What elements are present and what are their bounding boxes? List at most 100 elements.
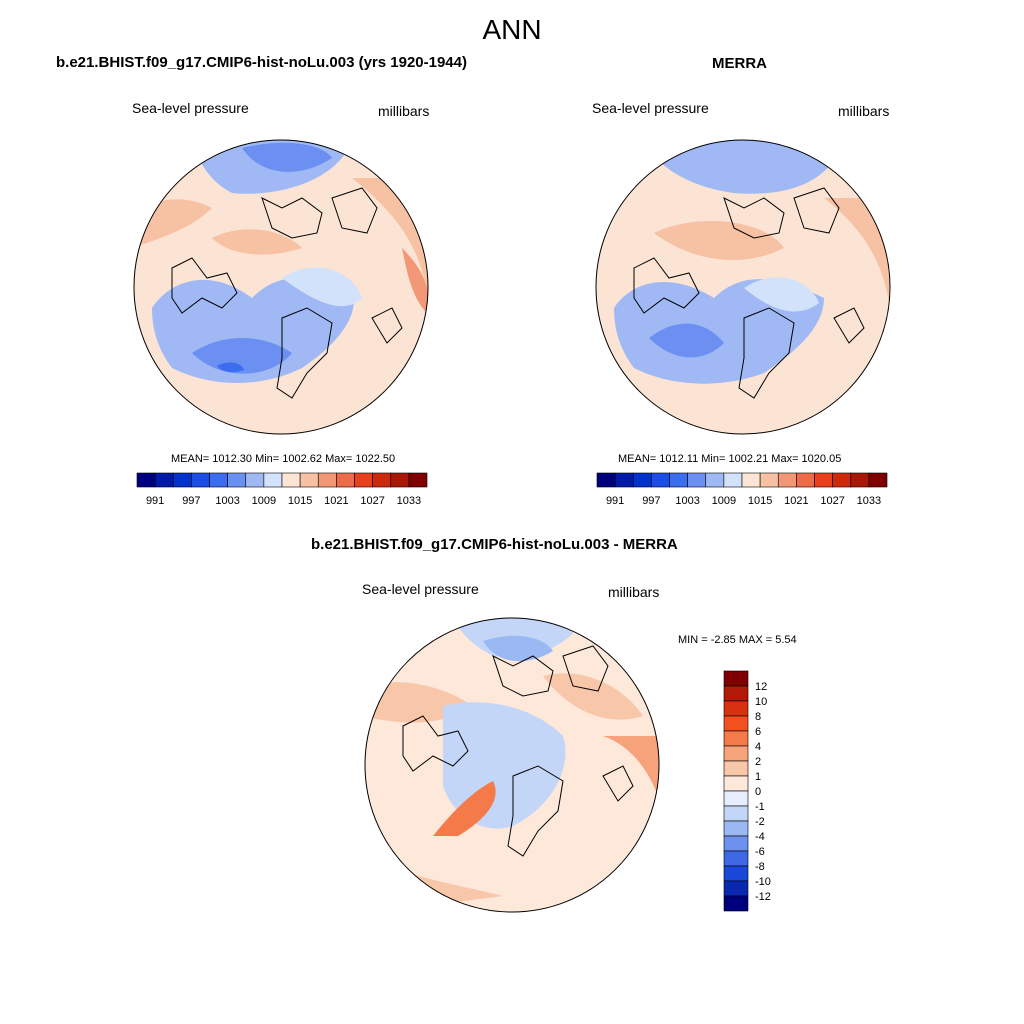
difference-field — [543, 673, 643, 720]
colorbar-tick-label: -2 — [755, 816, 765, 828]
panel2-colorbar: 991 997 1003 1009 1015 1021 1027 1033 — [596, 472, 888, 507]
figure-title: ANN — [482, 14, 542, 45]
colorbar-swatch — [227, 472, 247, 488]
panel1-title: b.e21.BHIST.f09_g17.CMIP6-hist-noLu.003 … — [56, 54, 467, 71]
pressure-field — [192, 338, 292, 374]
colorbar-tick-label: 4 — [755, 741, 761, 753]
panel1-colorbar: 991 997 1003 1009 1015 1021 1027 1033 — [136, 472, 428, 507]
panel2-stats: MEAN= 1012.11 Min= 1002.21 Max= 1020.05 — [618, 453, 842, 465]
pressure-field — [402, 248, 428, 313]
colorbar-swatch — [705, 472, 725, 488]
difference-field — [603, 736, 659, 806]
colorbar-tick-label: 8 — [755, 711, 761, 723]
colorbar-swatch — [723, 805, 749, 822]
colorbar-tick-label: 1021 — [324, 495, 348, 507]
colorbar-tick-label: 0 — [755, 786, 761, 798]
colorbar-swatch — [723, 895, 749, 912]
colorbar-swatch — [741, 472, 761, 488]
colorbar-tick-label: 2 — [755, 756, 761, 768]
colorbar-tick-label: 6 — [755, 726, 761, 738]
colorbar-swatch — [245, 472, 265, 488]
colorbar-tick-label: 1027 — [820, 495, 844, 507]
colorbar-swatch — [723, 715, 749, 732]
colorbar-tick-label: -1 — [755, 801, 765, 813]
colorbar-swatch — [723, 730, 749, 747]
panel3-title: b.e21.BHIST.f09_g17.CMIP6-hist-noLu.003 … — [311, 536, 678, 553]
colorbar-swatch — [723, 835, 749, 852]
colorbar-tick-label: 1027 — [360, 495, 384, 507]
colorbar-swatch — [723, 820, 749, 837]
colorbar-swatch — [723, 670, 749, 687]
pressure-field — [824, 198, 890, 358]
pressure-field — [217, 362, 244, 373]
colorbar-tick-label: 1 — [755, 771, 761, 783]
colorbar-tick-label: -4 — [755, 831, 765, 843]
colorbar-swatch — [723, 685, 749, 702]
panel1-variable-label: Sea-level pressure — [132, 100, 249, 116]
colorbar-swatch — [614, 472, 634, 488]
colorbar-tick-label: -10 — [755, 876, 771, 888]
colorbar-tick-label: 1021 — [784, 495, 808, 507]
colorbar-swatch — [814, 472, 833, 488]
colorbar-swatch — [191, 472, 210, 488]
colorbar-swatch — [687, 472, 707, 488]
colorbar-swatch — [651, 472, 670, 488]
panel2-variable-label: Sea-level pressure — [592, 100, 709, 116]
coastline — [633, 187, 865, 399]
colorbar-swatch — [723, 880, 749, 897]
colorbar-swatch — [172, 472, 192, 488]
panel2-polar-map — [595, 139, 891, 435]
colorbar-swatch — [723, 472, 743, 488]
panel2-units-label: millibars — [838, 103, 890, 119]
colorbar-tick-label: 1009 — [252, 495, 276, 507]
panel3-polar-map — [364, 617, 660, 913]
colorbar-swatch — [154, 472, 174, 488]
colorbar-tick-label: 997 — [182, 495, 200, 507]
colorbar-swatch — [596, 472, 616, 488]
colorbar-swatch — [723, 700, 749, 717]
colorbar-swatch — [299, 472, 319, 488]
colorbar-swatch — [281, 472, 301, 488]
colorbar-swatch — [723, 850, 749, 867]
colorbar-swatch — [759, 472, 779, 488]
coastline — [402, 645, 634, 857]
colorbar-tick-label: 1015 — [748, 495, 772, 507]
colorbar-swatch — [317, 472, 337, 488]
colorbar-swatch — [390, 472, 410, 488]
colorbar-swatch — [336, 472, 355, 488]
colorbar-tick-label: 1009 — [712, 495, 736, 507]
colorbar-tick-label: 997 — [642, 495, 660, 507]
coastline — [171, 187, 403, 399]
panel1-units-label: millibars — [378, 103, 430, 119]
colorbar-swatch — [632, 472, 652, 488]
colorbar-tick-label: 12 — [755, 681, 767, 693]
colorbar-tick-label: 1015 — [288, 495, 312, 507]
pressure-field — [242, 142, 332, 172]
panel3-stats: MIN = -2.85 MAX = 5.54 — [678, 634, 797, 646]
colorbar-tick-label: 1003 — [675, 495, 699, 507]
colorbar-tick-label: -6 — [755, 846, 765, 858]
panel2-title: MERRA — [712, 55, 767, 72]
colorbar-swatch — [354, 472, 373, 488]
pressure-field — [654, 221, 784, 260]
panel3-variable-label: Sea-level pressure — [362, 581, 479, 597]
colorbar-swatch — [777, 472, 797, 488]
panel1-polar-map — [133, 139, 429, 435]
colorbar-tick-label: 991 — [606, 495, 624, 507]
pressure-field — [744, 277, 819, 312]
colorbar-swatch — [723, 865, 749, 882]
difference-field — [433, 781, 496, 836]
colorbar-swatch — [723, 775, 749, 792]
colorbar-tick-label: 991 — [146, 495, 164, 507]
colorbar-swatch — [136, 472, 156, 488]
panel1-stats: MEAN= 1012.30 Min= 1002.62 Max= 1022.50 — [171, 453, 396, 465]
colorbar-swatch — [723, 760, 749, 777]
colorbar-swatch — [408, 472, 428, 488]
colorbar-swatch — [209, 472, 228, 488]
colorbar-swatch — [723, 790, 749, 807]
pressure-field — [649, 323, 724, 358]
colorbar-swatch — [832, 472, 852, 488]
colorbar-swatch — [669, 472, 688, 488]
panel3-units-label: millibars — [608, 584, 660, 600]
